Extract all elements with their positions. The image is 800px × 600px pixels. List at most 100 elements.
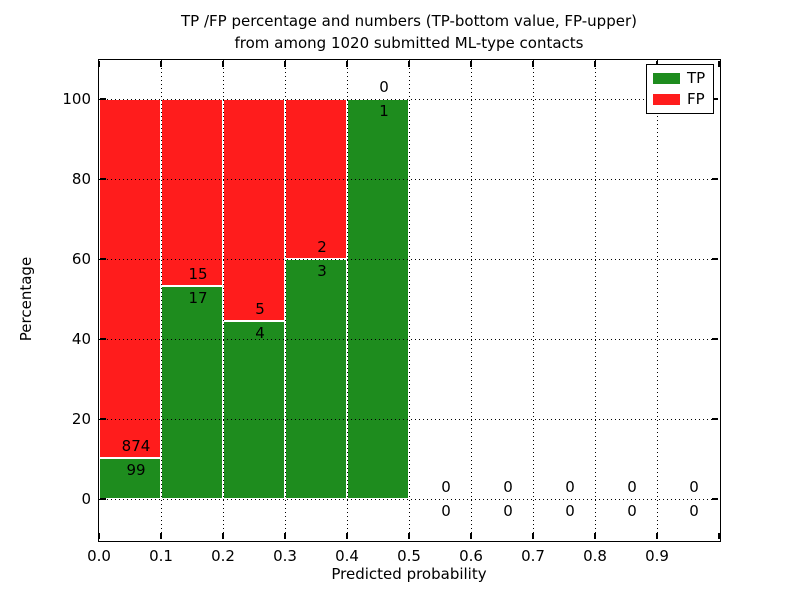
y-tick-mark [100,498,106,500]
y-tick-label: 40 [71,330,91,348]
fp-count-label: 5 [255,300,265,319]
x-tick-label: 0.4 [335,547,359,565]
y-tick-mark [712,498,718,500]
y-tick-mark [100,258,106,260]
x-tick-mark [98,533,100,539]
x-tick-mark [718,533,720,539]
x-tick-mark [532,61,534,67]
tp-count-label: 0 [503,502,513,520]
gridline-vertical [470,60,472,540]
gridline-vertical [656,60,658,540]
tp-count-label: 4 [255,324,265,343]
gridline-vertical [346,60,348,540]
x-tick-mark [532,533,534,539]
x-tick-label: 0.5 [397,547,421,565]
legend-label-tp: TP [687,69,706,87]
tp-count-label: 3 [317,262,327,280]
fp-count-label: 15 [188,265,208,284]
chart-title-line2: from among 1020 submitted ML-type contac… [234,34,584,52]
plot-frame [97,58,721,542]
x-tick-mark [656,533,658,539]
x-tick-mark [160,533,162,539]
fp-count-label: 0 [627,478,637,496]
y-tick-mark [712,418,718,420]
tp-count-label: 0 [565,502,575,520]
gridline-vertical [160,60,162,540]
fp-count-label: 0 [689,478,699,496]
gridline-vertical [532,60,534,540]
x-tick-label: 0.3 [273,547,297,565]
x-tick-label: 0.8 [583,547,607,565]
y-tick-label: 0 [81,490,91,508]
bar-fp-segment [223,99,285,322]
tp-count-label: 1 [379,102,389,120]
y-tick-label: 80 [71,170,91,188]
x-tick-mark [594,61,596,67]
y-axis-label: Percentage [17,256,35,342]
tp-count-label: 0 [689,502,699,520]
x-tick-mark [284,61,286,67]
bar-tp-segment [285,259,347,499]
fp-count-label: 0 [441,478,451,496]
x-tick-mark [718,61,720,67]
x-tick-label: 0.0 [87,547,111,565]
x-axis-label: Predicted probability [331,565,487,583]
legend-swatch-fp-icon [653,94,680,105]
legend-item-tp: TP [653,70,707,87]
legend-item-fp: FP [653,91,707,108]
x-tick-mark [408,533,410,539]
x-tick-mark [222,533,224,539]
bar-tp-segment [223,321,285,499]
tp-count-label: 0 [627,502,637,520]
x-tick-mark [470,61,472,67]
tp-count-label: 17 [188,289,208,308]
legend: TP FP [646,64,714,114]
y-tick-mark [100,178,106,180]
y-tick-mark [100,338,106,340]
x-tick-mark [346,533,348,539]
bar-fp-segment [99,99,161,459]
y-tick-mark [712,178,718,180]
x-tick-label: 0.6 [459,547,483,565]
y-tick-label: 60 [71,250,91,268]
legend-label-fp: FP [687,90,705,108]
fp-count-label: 0 [503,478,513,496]
bar-tp-segment [161,286,223,499]
x-tick-mark [160,61,162,67]
bar-tp-segment [347,99,409,499]
x-tick-label: 0.2 [211,547,235,565]
x-tick-mark [594,533,596,539]
y-tick-label: 20 [71,410,91,428]
tp-count-label: 0 [441,502,451,520]
x-tick-mark [222,61,224,67]
bar-tp-segment [99,458,161,499]
fp-count-label: 874 [121,437,151,456]
y-tick-mark [712,258,718,260]
x-tick-label: 0.1 [149,547,173,565]
y-tick-mark [712,338,718,340]
x-tick-mark [470,533,472,539]
chart-title: TP /FP percentage and numbers (TP-bottom… [99,10,719,54]
chart-title-line1: TP /FP percentage and numbers (TP-bottom… [181,12,637,30]
gridline-vertical [408,60,410,540]
x-tick-label: 0.7 [521,547,545,565]
y-tick-label: 100 [62,90,91,108]
x-tick-mark [284,533,286,539]
x-tick-mark [408,61,410,67]
gridline-vertical [222,60,224,540]
gridline-vertical [284,60,286,540]
fp-count-label: 0 [379,78,389,96]
legend-swatch-tp-icon [653,73,680,84]
fp-count-label: 2 [317,238,327,256]
y-tick-mark [712,98,718,100]
bar-fp-segment [161,99,223,287]
gridline-vertical [594,60,596,540]
fp-count-label: 0 [565,478,575,496]
y-tick-mark [100,418,106,420]
x-tick-mark [98,61,100,67]
x-tick-mark [346,61,348,67]
tp-count-label: 99 [126,461,146,480]
y-tick-mark [100,98,106,100]
x-tick-label: 0.9 [645,547,669,565]
